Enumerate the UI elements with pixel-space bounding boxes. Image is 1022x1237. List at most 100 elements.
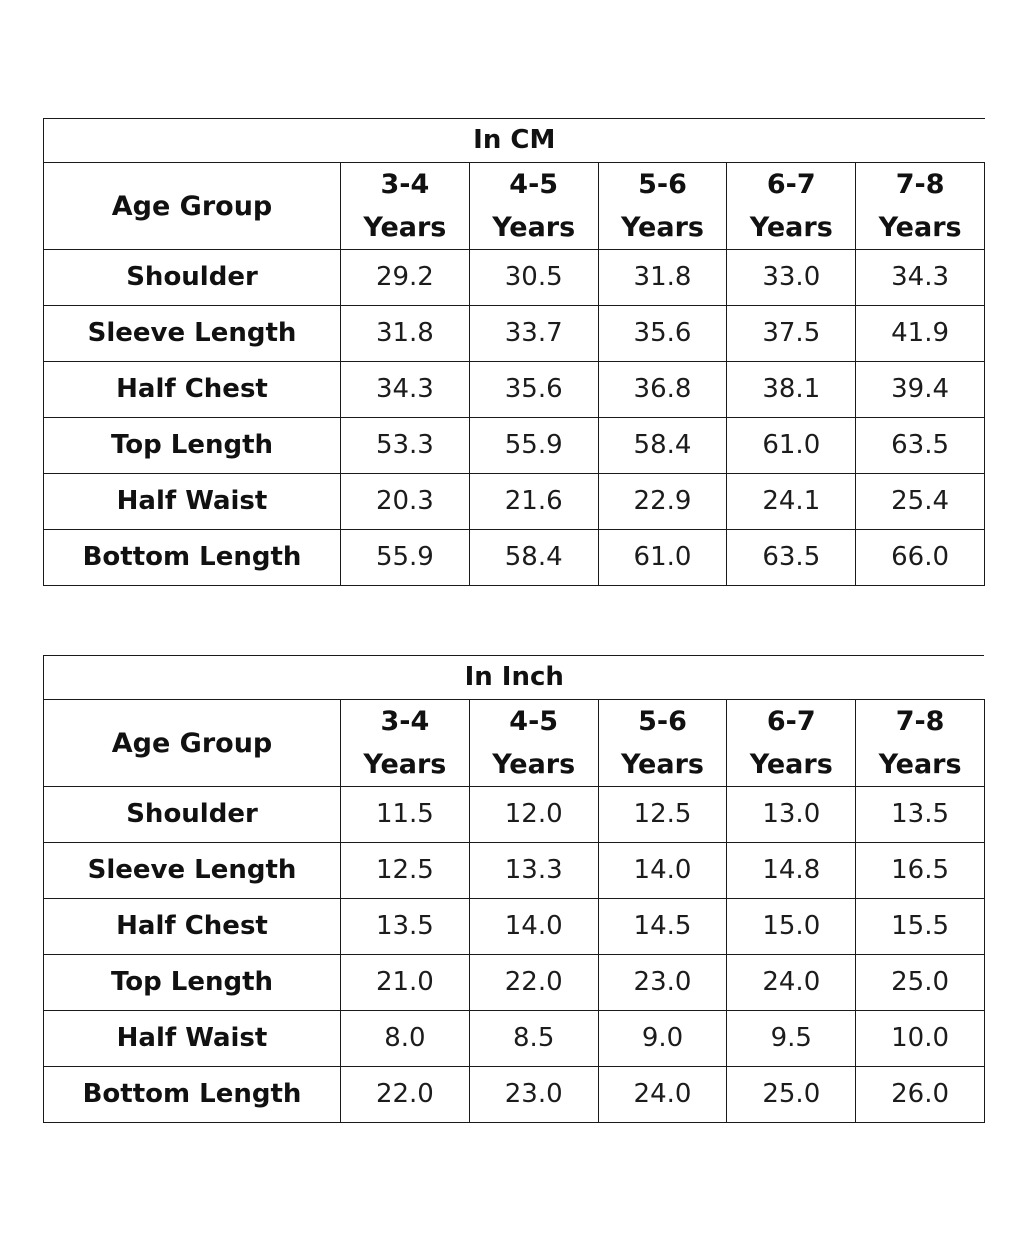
measurement-value: 21.0 [340,954,470,1011]
measurement-value: 26.0 [855,1066,985,1123]
measurement-value: 35.6 [597,305,728,362]
age-unit: Years [620,212,704,243]
measurement-value: 24.1 [726,473,857,530]
measurement-value: 58.4 [468,529,599,586]
measurement-value: 25.0 [855,954,985,1011]
measurement-value: 20.3 [340,473,470,530]
measurement-value: 30.5 [468,249,599,306]
age-group-header: Age Group [43,699,341,787]
table-row: Sleeve Length 31.8 33.7 35.6 37.5 41.9 [43,305,985,362]
measurement-value: 63.5 [855,417,985,474]
age-column-header: 3-4 Years [340,699,470,787]
table-row: Shoulder 11.5 12.0 12.5 13.0 13.5 [43,786,985,843]
table-row: Half Chest 34.3 35.6 36.8 38.1 39.4 [43,361,985,418]
age-unit: Years [492,749,576,780]
table-title: In CM [43,118,985,163]
measurement-value: 13.5 [855,786,985,843]
measurement-value: 14.0 [468,898,599,955]
age-range: 6-7 [766,706,816,737]
age-range: 5-6 [638,169,687,200]
measurement-value: 29.2 [340,249,470,306]
table-title-row: In CM [43,118,985,163]
table-row: Bottom Length 55.9 58.4 61.0 63.5 66.0 [43,529,985,586]
measurement-value: 12.5 [340,842,470,899]
age-column-header: 4-5 Years [468,162,599,250]
measurement-value: 16.5 [855,842,985,899]
age-column-header: 4-5 Years [468,699,599,787]
measurement-value: 14.8 [726,842,857,899]
age-unit: Years [749,749,833,780]
table-row: Shoulder 29.2 30.5 31.8 33.0 34.3 [43,249,985,306]
measurement-label: Bottom Length [43,529,341,586]
measurement-label: Half Chest [43,361,341,418]
measurement-value: 61.0 [726,417,857,474]
measurement-value: 53.3 [340,417,470,474]
measurement-value: 15.5 [855,898,985,955]
measurement-value: 38.1 [726,361,857,418]
age-range: 3-4 [380,706,430,737]
age-unit: Years [878,212,962,243]
measurement-value: 37.5 [726,305,857,362]
measurement-label: Top Length [43,417,341,474]
measurement-value: 9.0 [597,1010,728,1067]
table-row: Half Waist 20.3 21.6 22.9 24.1 25.4 [43,473,985,530]
measurement-label: Top Length [43,954,341,1011]
age-unit: Years [878,749,962,780]
measurement-value: 23.0 [468,1066,599,1123]
measurement-value: 8.0 [340,1010,470,1067]
table-row: Half Waist 8.0 8.5 9.0 9.5 10.0 [43,1010,985,1067]
age-range: 7-8 [895,169,945,200]
measurement-value: 58.4 [597,417,728,474]
age-range: 7-8 [895,706,945,737]
measurement-value: 24.0 [726,954,857,1011]
measurement-value: 13.0 [726,786,857,843]
measurement-label: Shoulder [43,786,341,843]
age-column-header: 7-8 Years [855,162,985,250]
size-table-cm: In CM Age Group 3-4 Years 4-5 Years 5-6 Years 6-… [43,118,985,586]
age-unit: Years [749,212,833,243]
measurement-value: 41.9 [855,305,985,362]
table-row: Sleeve Length 12.5 13.3 14.0 14.8 16.5 [43,842,985,899]
measurement-value: 25.4 [855,473,985,530]
measurement-value: 12.0 [468,786,599,843]
measurement-value: 66.0 [855,529,985,586]
age-range: 5-6 [638,706,687,737]
measurement-value: 55.9 [468,417,599,474]
measurement-label: Half Waist [43,473,341,530]
age-range: 4-5 [509,169,559,200]
measurement-value: 21.6 [468,473,599,530]
age-column-header: 7-8 Years [855,699,985,787]
measurement-value: 25.0 [726,1066,857,1123]
table-title-row: In Inch [43,655,985,700]
measurement-value: 34.3 [340,361,470,418]
measurement-value: 9.5 [726,1010,857,1067]
measurement-value: 15.0 [726,898,857,955]
age-unit: Years [620,749,704,780]
measurement-label: Sleeve Length [43,842,341,899]
measurement-label: Bottom Length [43,1066,341,1123]
measurement-label: Half Waist [43,1010,341,1067]
measurement-label: Sleeve Length [43,305,341,362]
age-column-header: 6-7 Years [726,699,857,787]
table-row: Top Length 21.0 22.0 23.0 24.0 25.0 [43,954,985,1011]
measurement-value: 33.7 [468,305,599,362]
measurement-value: 13.5 [340,898,470,955]
age-group-header: Age Group [43,162,341,250]
measurement-value: 13.3 [468,842,599,899]
measurement-value: 14.0 [597,842,728,899]
measurement-value: 35.6 [468,361,599,418]
measurement-value: 22.0 [340,1066,470,1123]
age-unit: Years [363,749,447,780]
measurement-value: 39.4 [855,361,985,418]
table-row: Half Chest 13.5 14.0 14.5 15.0 15.5 [43,898,985,955]
measurement-value: 31.8 [340,305,470,362]
table-header-row: Age Group 3-4 Years 4-5 Years 5-6 Years 6-7 Year… [43,162,985,250]
table-row: Bottom Length 22.0 23.0 24.0 25.0 26.0 [43,1066,985,1123]
measurement-value: 55.9 [340,529,470,586]
measurement-value: 11.5 [340,786,470,843]
age-column-header: 6-7 Years [726,162,857,250]
age-range: 3-4 [380,169,430,200]
measurement-value: 8.5 [468,1010,599,1067]
measurement-value: 22.9 [597,473,728,530]
table-header-row: Age Group 3-4 Years 4-5 Years 5-6 Years 6-7 Year… [43,699,985,787]
